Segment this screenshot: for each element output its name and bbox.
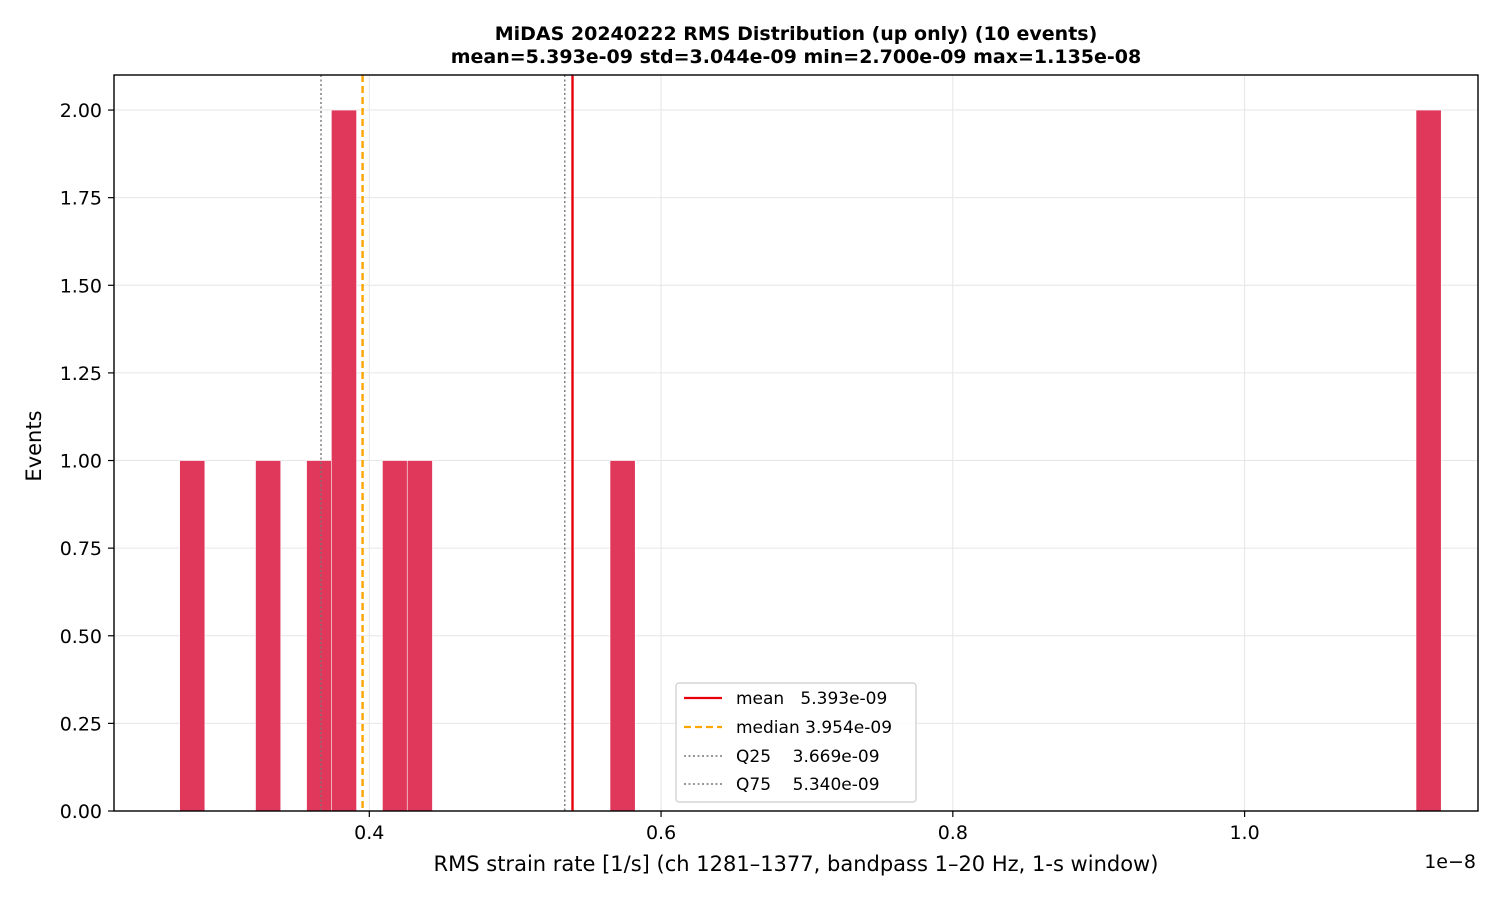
histogram-bars (179, 109, 1442, 812)
y-tick-label: 1.75 (60, 188, 102, 210)
stat-lines (320, 75, 574, 811)
legend-label-mean: mean 5.393e-09 (736, 689, 887, 709)
histogram-bar (331, 109, 357, 812)
legend-label-q75: Q75 5.340e-09 (736, 775, 880, 795)
y-axis-ticks: 0.00 0.25 0.50 0.75 1.00 1.25 1.50 1.75 2.00 (60, 100, 114, 823)
histogram-bar (406, 460, 433, 812)
y-tick-label: 1.00 (60, 451, 102, 473)
histogram-bar (382, 460, 408, 812)
histogram-bar (255, 460, 282, 812)
histogram-bar (1415, 109, 1442, 812)
x-tick-label: 0.6 (646, 822, 676, 844)
chart-title: MiDAS 20240222 RMS Distribution (up only… (495, 23, 1098, 45)
x-tick-label: 0.4 (354, 822, 384, 844)
y-axis-label: Events (22, 410, 46, 481)
chart-subtitle: mean=5.393e-09 std=3.044e-09 min=2.700e-… (451, 46, 1142, 68)
x-axis-ticks: 0.4 0.6 0.8 1.0 (354, 811, 1260, 844)
y-tick-label: 2.00 (60, 100, 102, 122)
legend: mean 5.393e-09 median 3.954e-09 Q25 3.66… (675, 682, 917, 803)
histogram-bar (179, 460, 206, 812)
histogram-bar (609, 460, 636, 812)
legend-box (675, 682, 917, 803)
legend-label-q25: Q25 3.669e-09 (736, 747, 880, 767)
histogram-bar (306, 460, 333, 812)
y-tick-label: 1.25 (60, 363, 102, 385)
y-tick-label: 0.00 (60, 801, 102, 823)
y-tick-label: 0.75 (60, 538, 102, 560)
y-tick-label: 1.50 (60, 275, 102, 297)
plot-frame (113, 74, 1479, 812)
y-tick-label: 0.50 (60, 626, 102, 648)
x-axis-offset-label: 1e−8 (1424, 851, 1476, 873)
x-tick-label: 1.0 (1229, 822, 1259, 844)
legend-label-median: median 3.954e-09 (736, 718, 892, 738)
x-tick-label: 0.8 (938, 822, 968, 844)
x-axis-label: RMS strain rate [1/s] (ch 1281–1377, ban… (434, 852, 1159, 876)
y-tick-label: 0.25 (60, 713, 102, 735)
